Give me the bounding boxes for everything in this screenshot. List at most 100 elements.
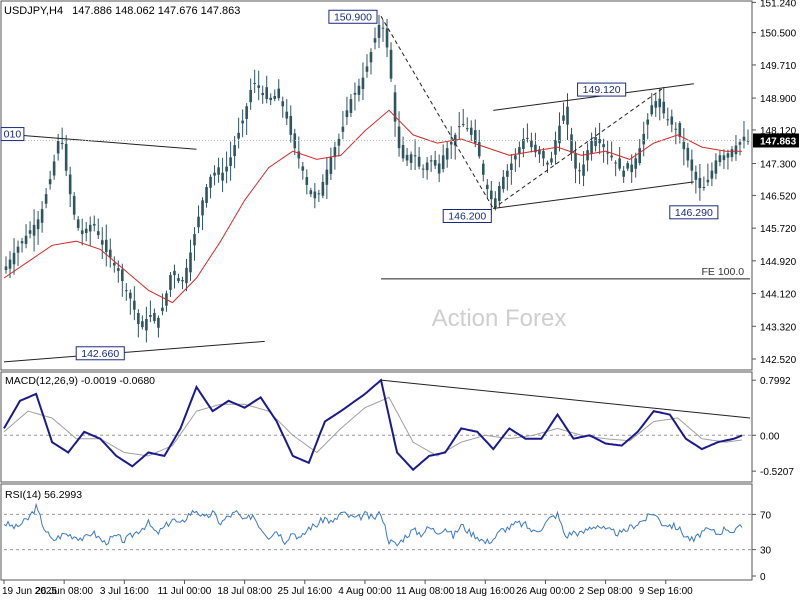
candle-body xyxy=(301,166,305,171)
macd-line xyxy=(3,378,743,472)
candle-body xyxy=(618,158,621,169)
candle-body xyxy=(153,312,156,321)
candle-body xyxy=(341,126,345,132)
price-axis-label: 146.520 xyxy=(760,191,797,202)
level-label: 146.290 xyxy=(675,207,713,219)
candle-body xyxy=(349,99,353,113)
trendline xyxy=(3,340,265,363)
macd-trendline xyxy=(380,379,751,419)
candle-body xyxy=(80,230,84,235)
candle-body xyxy=(20,241,24,244)
level-label: 142.660 xyxy=(81,348,119,360)
candle-body xyxy=(417,156,421,167)
level-label: 010 xyxy=(4,129,22,141)
candle-body xyxy=(706,179,710,183)
candle-body xyxy=(449,142,453,145)
candle-body xyxy=(169,274,172,290)
candle-body xyxy=(221,172,224,181)
candle-body xyxy=(125,290,128,292)
time-axis-label: 2 Sep 08:00 xyxy=(579,586,633,597)
candle-body xyxy=(32,224,36,236)
candle-body xyxy=(566,106,569,125)
candle-body xyxy=(586,150,589,161)
candle-body xyxy=(305,177,309,185)
macd-axis-label: -0.5207 xyxy=(760,467,794,478)
candle-body xyxy=(626,163,629,169)
candle-body xyxy=(425,162,429,171)
candle-body xyxy=(44,194,48,204)
candle-body xyxy=(137,313,140,325)
level-label: 150.900 xyxy=(334,11,372,23)
time-axis-label: 9 Sep 16:00 xyxy=(639,586,693,597)
candle-body xyxy=(530,140,533,148)
candle-body xyxy=(506,170,509,177)
rsi-panel-frame xyxy=(0,483,753,581)
dashed-trendline xyxy=(380,16,494,209)
candle-body xyxy=(12,252,16,265)
macd-panel-frame xyxy=(0,371,753,483)
level-label: 146.200 xyxy=(448,210,486,222)
candle-body xyxy=(602,144,605,148)
price-axis-label: 151.240 xyxy=(760,0,797,9)
candle-body xyxy=(141,321,144,328)
candle-body xyxy=(445,148,449,160)
candle-body xyxy=(461,124,465,126)
candle-body xyxy=(710,170,714,179)
candle-body xyxy=(510,163,513,171)
current-price-tag xyxy=(753,133,799,148)
candle-body xyxy=(241,120,244,124)
candle-body xyxy=(369,52,373,63)
price-axis-label: 148.120 xyxy=(760,126,797,137)
rsi-line xyxy=(3,502,743,547)
candle-body xyxy=(413,155,417,157)
candle-body xyxy=(84,228,88,234)
candle-body xyxy=(714,160,718,174)
macd-signal-line xyxy=(3,396,743,457)
candle-body xyxy=(181,280,184,282)
candle-body xyxy=(598,138,601,144)
candle-body xyxy=(538,149,541,155)
candle-body xyxy=(650,105,654,115)
candle-body xyxy=(590,141,593,154)
candle-body xyxy=(534,144,537,153)
candle-body xyxy=(630,164,633,173)
moving-average-line xyxy=(3,109,742,304)
candle-body xyxy=(646,119,650,125)
level-label-box xyxy=(0,127,25,142)
candle-body xyxy=(112,263,116,266)
candle-body xyxy=(185,267,188,284)
candle-body xyxy=(313,191,317,199)
candle-body xyxy=(229,157,232,166)
candle-body xyxy=(742,136,746,141)
candle-body xyxy=(730,149,734,158)
candle-body xyxy=(562,115,565,121)
level-label-box xyxy=(75,346,125,361)
level-label-box xyxy=(328,9,378,24)
watermark: Action Forex xyxy=(432,305,567,332)
candle-body xyxy=(161,307,164,312)
candle-body xyxy=(570,134,573,154)
candle-body xyxy=(4,266,8,270)
candle-body xyxy=(726,153,730,158)
candle-body xyxy=(64,143,68,171)
candle-body xyxy=(277,88,281,99)
macd-axis-label: 0.7992 xyxy=(760,376,791,387)
candle-body xyxy=(289,115,293,135)
time-axis-label: 26 Jun 08:00 xyxy=(35,586,93,597)
candle-body xyxy=(481,163,485,175)
candle-body xyxy=(48,179,52,185)
candle-body xyxy=(225,166,228,172)
candle-body xyxy=(68,174,72,195)
symbol-text: USDJPY,H4 xyxy=(4,5,63,17)
candle-body xyxy=(674,128,678,130)
candle-body xyxy=(76,219,80,228)
time-axis-label: 18 Jul 08:00 xyxy=(217,586,272,597)
price-axis-label: 148.900 xyxy=(760,94,797,105)
candle-body xyxy=(738,142,742,145)
candle-body xyxy=(337,138,341,146)
candle-body xyxy=(654,101,658,108)
candle-body xyxy=(397,126,401,149)
chart-symbol-label: USDJPY,H4 147.886 148.062 147.676 147.86… xyxy=(4,5,240,17)
